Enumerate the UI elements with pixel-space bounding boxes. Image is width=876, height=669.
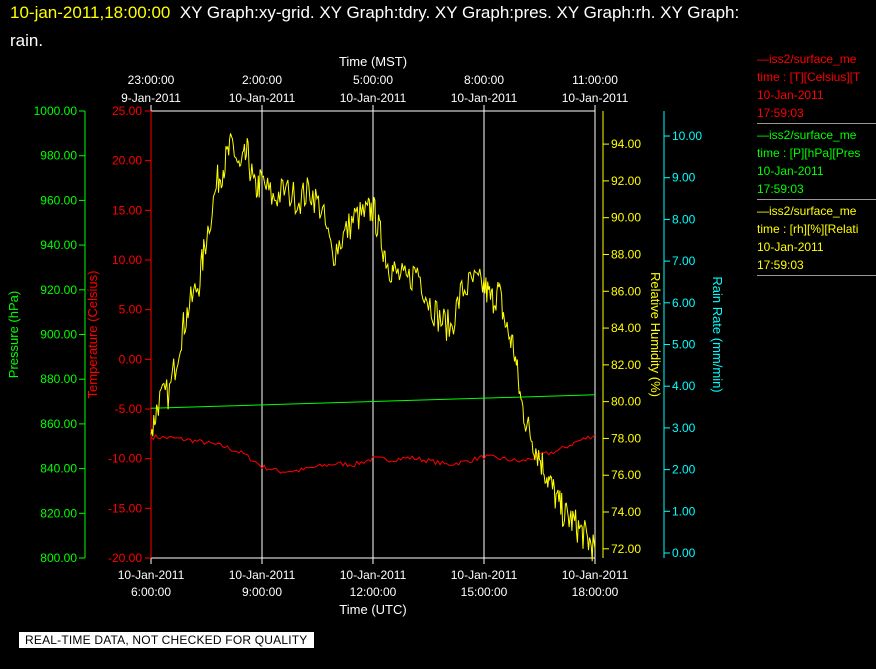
legend-line: 10-Jan-2011 bbox=[757, 88, 824, 102]
humidity-tick-label: 94.00 bbox=[611, 137, 641, 151]
x-tick-label-date: 10-Jan-2011 bbox=[562, 568, 629, 582]
rain-tick-label: 4.00 bbox=[672, 379, 696, 393]
rain-tick-label: 10.00 bbox=[672, 129, 702, 143]
x-top-tick-label-time: 5:00:00 bbox=[353, 73, 393, 87]
legend-line: 17:59:03 bbox=[757, 106, 804, 120]
graph-timestamp: 10-jan-2011,18:00:00 bbox=[10, 3, 171, 22]
x-top-tick-label-time: 8:00:00 bbox=[464, 73, 504, 87]
x-tick-label-date: 10-Jan-2011 bbox=[229, 568, 296, 582]
legend-line: time : [P][hPa][Pres bbox=[757, 146, 861, 160]
temperature-tick-label: -5.00 bbox=[115, 402, 143, 416]
rain-tick-label: 9.00 bbox=[672, 171, 696, 185]
x-top-tick-label-time: 23:00:00 bbox=[128, 73, 175, 87]
legend-line: —iss2/surface_me bbox=[757, 128, 857, 142]
pressure-tick-label: 820.00 bbox=[40, 506, 77, 520]
x-tick-label-time: 12:00:00 bbox=[350, 585, 397, 599]
rain-tick-label: 3.00 bbox=[672, 421, 696, 435]
humidity-tick-label: 78.00 bbox=[611, 431, 641, 445]
x-tick-label-date: 10-Jan-2011 bbox=[118, 568, 185, 582]
temperature-tick-label: 15.00 bbox=[112, 203, 142, 217]
temperature-tick-label: -20.00 bbox=[108, 551, 142, 565]
x-top-tick-label-date: 10-Jan-2011 bbox=[562, 91, 629, 105]
graph-title-list: XY Graph:xy-grid. XY Graph:tdry. XY Grap… bbox=[179, 3, 740, 22]
pressure-tick-label: 800.00 bbox=[40, 551, 77, 565]
pressure-tick-label: 900.00 bbox=[40, 328, 77, 342]
legend-line: 10-Jan-2011 bbox=[757, 164, 824, 178]
x-tick-label-time: 18:00:00 bbox=[572, 585, 619, 599]
temperature-tick-label: 10.00 bbox=[112, 253, 142, 267]
humidity-tick-label: 90.00 bbox=[611, 211, 641, 225]
x-tick-label-time: 6:00:00 bbox=[131, 585, 171, 599]
humidity-tick-label: 92.00 bbox=[611, 174, 641, 188]
humidity-axis-title: Relative Humidity (%) bbox=[648, 272, 663, 397]
rain-tick-label: 8.00 bbox=[672, 212, 696, 226]
pressure-tick-label: 840.00 bbox=[40, 462, 77, 476]
legend-line: 17:59:03 bbox=[757, 182, 804, 196]
temperature-tick-label: -15.00 bbox=[108, 501, 142, 515]
x-top-tick-label-time: 2:00:00 bbox=[242, 73, 282, 87]
humidity-tick-label: 80.00 bbox=[611, 395, 641, 409]
rain-tick-label: 6.00 bbox=[672, 296, 696, 310]
temperature-tick-label: -10.00 bbox=[108, 452, 142, 466]
humidity-tick-label: 88.00 bbox=[611, 247, 641, 261]
legend-line: time : [rh][%][Relati bbox=[757, 222, 859, 236]
legend-line: time : [T][Celsius][T bbox=[757, 70, 861, 84]
rain-tick-label: 7.00 bbox=[672, 254, 696, 268]
legend-panel: —iss2/surface_me time : [T][Celsius][T 10-… bbox=[757, 50, 876, 278]
x-top-tick-label-date: 9-Jan-2011 bbox=[121, 91, 181, 105]
legend-line: 10-Jan-2011 bbox=[757, 240, 824, 254]
graph-title-line-1: 10-jan-2011,18:00:00 XY Graph:xy-grid. X… bbox=[10, 3, 739, 23]
rain-tick-label: 0.00 bbox=[672, 546, 696, 560]
temperature-tick-label: 25.00 bbox=[112, 104, 142, 118]
legend-line: 17:59:03 bbox=[757, 258, 804, 272]
x-tick-label-date: 10-Jan-2011 bbox=[451, 568, 518, 582]
pressure-axis-title: Pressure (hPa) bbox=[6, 291, 21, 378]
xy-graph[interactable]: 10-Jan-2011 6:00:00 10-Jan-2011 9:00:00 10-J… bbox=[0, 44, 756, 669]
temperature-tick-label: 0.00 bbox=[119, 352, 143, 366]
pressure-tick-label: 920.00 bbox=[40, 283, 77, 297]
temperature-tick-label: 5.00 bbox=[119, 303, 143, 317]
humidity-tick-label: 74.00 bbox=[611, 505, 641, 519]
pressure-tick-label: 960.00 bbox=[40, 193, 77, 207]
pressure-tick-label: 880.00 bbox=[40, 372, 77, 386]
temperature-axis-title: Temperature (Celsius) bbox=[85, 271, 100, 399]
rain-axis-title: Rain Rate (mm/min) bbox=[710, 276, 725, 392]
x-top-tick-label-date: 10-Jan-2011 bbox=[229, 91, 296, 105]
pressure-tick-label: 980.00 bbox=[40, 149, 77, 163]
pressure-tick-label: 860.00 bbox=[40, 417, 77, 431]
humidity-tick-label: 76.00 bbox=[611, 468, 641, 482]
x-top-tick-label-date: 10-Jan-2011 bbox=[340, 91, 407, 105]
x-tick-label-time: 15:00:00 bbox=[461, 585, 508, 599]
x-tick-label-time: 9:00:00 bbox=[242, 585, 282, 599]
rain-tick-label: 2.00 bbox=[672, 463, 696, 477]
quality-disclaimer: REAL-TIME DATA, NOT CHECKED FOR QUALITY bbox=[19, 632, 314, 648]
humidity-tick-label: 86.00 bbox=[611, 284, 641, 298]
graph-title-line-2: rain. bbox=[10, 31, 44, 50]
temperature-tick-label: 20.00 bbox=[112, 154, 142, 168]
humidity-tick-label: 82.00 bbox=[611, 358, 641, 372]
x-tick-label-date: 10-Jan-2011 bbox=[340, 568, 407, 582]
x-axis-title-mst: Time (MST) bbox=[339, 54, 407, 69]
legend-line: —iss2/surface_me bbox=[757, 204, 857, 218]
legend-line: —iss2/surface_me bbox=[757, 52, 857, 66]
x-top-tick-label-time: 11:00:00 bbox=[572, 73, 618, 87]
rain-tick-label: 1.00 bbox=[672, 504, 696, 518]
x-axis-title-utc: Time (UTC) bbox=[339, 602, 406, 617]
pressure-tick-label: 940.00 bbox=[40, 238, 77, 252]
pressure-tick-label: 1000.00 bbox=[34, 104, 78, 118]
x-top-tick-label-date: 10-Jan-2011 bbox=[451, 91, 518, 105]
rain-tick-label: 5.00 bbox=[672, 338, 696, 352]
relative-humidity-series bbox=[150, 133, 596, 562]
humidity-tick-label: 84.00 bbox=[611, 321, 641, 335]
temperature-series bbox=[150, 434, 596, 474]
humidity-tick-label: 72.00 bbox=[611, 542, 641, 556]
